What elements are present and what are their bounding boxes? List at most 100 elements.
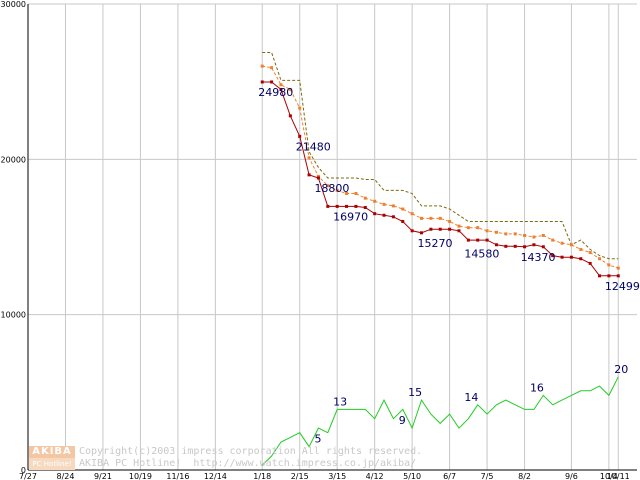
x-tick-label: 9/6 [565,472,578,480]
min-price-point [429,227,433,231]
average-price-point [382,202,386,206]
x-tick-label: 7/5 [481,472,494,480]
average-price-point [429,216,433,220]
min-price-point [335,204,339,208]
min-price-point [494,243,498,247]
average-price-point [438,216,442,220]
average-price-point [316,174,320,178]
average-price-line [262,65,619,269]
average-price-point [579,247,583,251]
min-price-point [457,229,461,233]
min-price-point [532,243,536,247]
y-tick-label: 0 [21,466,26,475]
min-price-point [476,238,480,242]
average-price-point [288,87,292,91]
count-data-label: 14 [464,391,478,404]
site-url-text: AKIBA PC Hotline! http://www.watch.impre… [79,458,417,469]
min-price-point [438,227,442,231]
average-price-point [513,232,517,236]
min-price-point [513,244,517,248]
min-price-point [579,257,583,261]
min-price-point [551,254,555,258]
min-price-point [598,274,602,278]
shop-count-line [261,376,619,466]
x-tick-label: 10/19 [129,472,152,480]
x-tick-label: 3/15 [328,472,346,480]
copyright-watermark: AKIBA PC Hotline! Copyright(c)2003 impre… [29,446,589,472]
x-tick-label: 10/4 [600,472,618,480]
x-tick-label: 1/18 [253,472,271,480]
x-tick-label: 6/7 [443,472,456,480]
chart-data-labels: 24980 21480 18800 16970 15270 14580 14370 12499… [258,86,640,446]
average-price-point [391,204,395,208]
average-price-point [569,243,573,247]
average-price-point [457,224,461,228]
average-price-point [401,207,405,211]
price-data-label: 15270 [418,237,453,250]
average-price-point [607,263,611,267]
count-data-label: 9 [399,414,406,427]
average-price-point [260,64,264,68]
min-price-point [448,227,452,231]
min-price-point [326,204,330,208]
count-data-label: 15 [408,386,422,399]
min-price-point [382,213,386,217]
average-price-point [410,212,414,216]
akiba-logo-text: AKIBA [29,446,75,458]
average-price-point [279,83,283,87]
min-price-point [345,204,349,208]
min-price-point [420,231,424,235]
x-tick-label: 10/11 [607,472,630,480]
count-data-label: 16 [530,381,544,394]
min-price-point [270,80,274,84]
min-price-point [260,80,264,84]
akiba-logo-subtext: PC Hotline! [29,458,75,470]
copyright-text: Copyright(c)2003 impress corporation All… [79,446,423,457]
min-price-point [363,205,367,209]
average-price-point [448,219,452,223]
x-tick-label: 8/24 [56,472,74,480]
count-data-label: 20 [614,363,628,376]
min-price-point [298,134,302,138]
average-price-point [560,241,564,245]
average-price-point [335,188,339,192]
min-price-point [410,229,414,233]
min-price-point [288,114,292,118]
price-data-label: 21480 [296,140,331,153]
average-price-point [270,66,274,70]
x-tick-label: 2/15 [291,472,309,480]
price-data-label: 14370 [521,251,556,264]
y-tick-label: 30000 [1,0,26,9]
average-price-point [345,192,349,196]
min-price-point [541,245,545,249]
min-price-point [560,255,564,259]
min-price-point [616,274,620,278]
min-price-point [307,173,311,177]
price-data-label: 12499 [605,280,640,293]
min-price-point [316,176,320,180]
min-price-point [279,87,283,91]
price-data-label: 14580 [464,248,499,261]
price-data-label: 24980 [258,86,293,99]
x-tick-label: 5/10 [403,472,421,480]
min-price-point [504,244,508,248]
min-price-point [523,245,527,249]
average-price-point [551,238,555,242]
average-price-point [494,230,498,234]
average-price-point [420,216,424,220]
x-tick-label: 8/2 [518,472,531,480]
price-data-label: 16970 [333,210,368,223]
max-price-line [262,52,619,260]
min-price-point [607,274,611,278]
x-tick-label: 11/16 [166,472,189,480]
average-price-point [523,233,527,237]
min-price-point [373,212,377,216]
average-price-point [373,199,377,203]
average-price-point [298,106,302,110]
average-price-point [485,229,489,233]
average-price-point [307,156,311,160]
average-price-point [466,226,470,230]
average-price-point [354,192,358,196]
